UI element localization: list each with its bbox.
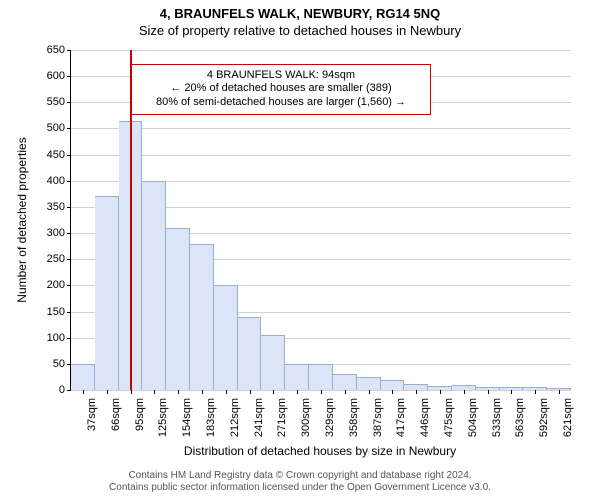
xtick-mark	[321, 390, 322, 394]
xtick-mark	[464, 390, 465, 394]
xtick-mark	[297, 390, 298, 394]
ytick-mark	[67, 285, 71, 286]
gridline-h	[71, 128, 571, 129]
xtick-mark	[416, 390, 417, 394]
xtick-mark	[202, 390, 203, 394]
xtick-label: 563sqm	[514, 398, 526, 437]
xtick-mark	[345, 390, 346, 394]
histogram-bar	[95, 196, 119, 390]
xtick-label: 37sqm	[86, 398, 98, 431]
ytick-label: 500	[47, 122, 65, 134]
histogram-bar	[357, 377, 381, 390]
ytick-label: 50	[53, 358, 65, 370]
ytick-mark	[67, 233, 71, 234]
xtick-label: 358sqm	[348, 398, 360, 437]
x-axis-label: Distribution of detached houses by size …	[184, 444, 456, 458]
xtick-mark	[107, 390, 108, 394]
annotation-box: 4 BRAUNFELS WALK: 94sqm← 20% of detached…	[131, 64, 431, 115]
ytick-mark	[67, 338, 71, 339]
ytick-label: 0	[59, 384, 65, 396]
xtick-mark	[535, 390, 536, 394]
ytick-mark	[67, 181, 71, 182]
xtick-label: 241sqm	[253, 398, 265, 437]
ytick-mark	[67, 50, 71, 51]
xtick-label: 300sqm	[300, 398, 312, 437]
annotation-line: 4 BRAUNFELS WALK: 94sqm	[138, 69, 424, 83]
histogram-bar	[214, 285, 238, 390]
xtick-label: 183sqm	[205, 398, 217, 437]
histogram-bar	[381, 380, 405, 390]
xtick-label: 417sqm	[395, 398, 407, 437]
xtick-mark	[83, 390, 84, 394]
xtick-label: 212sqm	[229, 398, 241, 437]
xtick-label: 446sqm	[419, 398, 431, 437]
xtick-label: 66sqm	[110, 398, 122, 431]
ytick-label: 550	[47, 96, 65, 108]
histogram-bar	[190, 244, 214, 390]
ytick-mark	[67, 259, 71, 260]
xtick-mark	[154, 390, 155, 394]
xtick-label: 621sqm	[562, 398, 574, 437]
ytick-mark	[67, 312, 71, 313]
annotation-line: 80% of semi-detached houses are larger (…	[138, 96, 424, 110]
ytick-mark	[67, 128, 71, 129]
ytick-label: 250	[47, 253, 65, 265]
xtick-label: 475sqm	[443, 398, 455, 437]
annotation-line: ← 20% of detached houses are smaller (38…	[138, 82, 424, 96]
xtick-label: 154sqm	[181, 398, 193, 437]
gridline-h	[71, 155, 571, 156]
histogram-bar	[166, 228, 190, 390]
figure-container: 4, BRAUNFELS WALK, NEWBURY, RG14 5NQ Siz…	[0, 0, 600, 500]
histogram-bar	[71, 364, 95, 390]
xtick-label: 95sqm	[134, 398, 146, 431]
xtick-mark	[559, 390, 560, 394]
histogram-bar	[261, 335, 285, 390]
ytick-mark	[67, 207, 71, 208]
ytick-label: 150	[47, 306, 65, 318]
histogram-bar	[238, 317, 262, 390]
footer-line2: Contains public sector information licen…	[0, 482, 600, 494]
y-axis-label: Number of detached properties	[15, 137, 29, 302]
ytick-mark	[67, 102, 71, 103]
ytick-mark	[67, 390, 71, 391]
footer-line1: Contains HM Land Registry data © Crown c…	[0, 470, 600, 482]
xtick-label: 271sqm	[276, 398, 288, 437]
xtick-label: 533sqm	[491, 398, 503, 437]
xtick-mark	[178, 390, 179, 394]
xtick-mark	[511, 390, 512, 394]
xtick-label: 504sqm	[467, 398, 479, 437]
ytick-label: 200	[47, 279, 65, 291]
ytick-label: 450	[47, 149, 65, 161]
plot-area: 0501001502002503003504004505005506006504…	[70, 50, 571, 391]
xtick-mark	[250, 390, 251, 394]
ytick-label: 600	[47, 70, 65, 82]
ytick-label: 350	[47, 201, 65, 213]
xtick-label: 125sqm	[157, 398, 169, 437]
xtick-mark	[369, 390, 370, 394]
ytick-label: 400	[47, 175, 65, 187]
ytick-mark	[67, 76, 71, 77]
xtick-label: 329sqm	[324, 398, 336, 437]
xtick-label: 592sqm	[538, 398, 550, 437]
histogram-bar	[142, 181, 166, 390]
histogram-bar	[333, 374, 357, 390]
xtick-label: 387sqm	[372, 398, 384, 437]
xtick-mark	[131, 390, 132, 394]
xtick-mark	[440, 390, 441, 394]
histogram-bar	[309, 364, 333, 390]
xtick-mark	[226, 390, 227, 394]
ytick-mark	[67, 155, 71, 156]
histogram-bar	[285, 364, 309, 390]
xtick-mark	[488, 390, 489, 394]
ytick-label: 300	[47, 227, 65, 239]
footer-attribution: Contains HM Land Registry data © Crown c…	[0, 470, 600, 494]
gridline-h	[71, 50, 571, 51]
ytick-label: 650	[47, 44, 65, 56]
xtick-mark	[392, 390, 393, 394]
chart-area: 0501001502002503003504004505005506006504…	[0, 0, 600, 500]
xtick-mark	[273, 390, 274, 394]
ytick-label: 100	[47, 332, 65, 344]
